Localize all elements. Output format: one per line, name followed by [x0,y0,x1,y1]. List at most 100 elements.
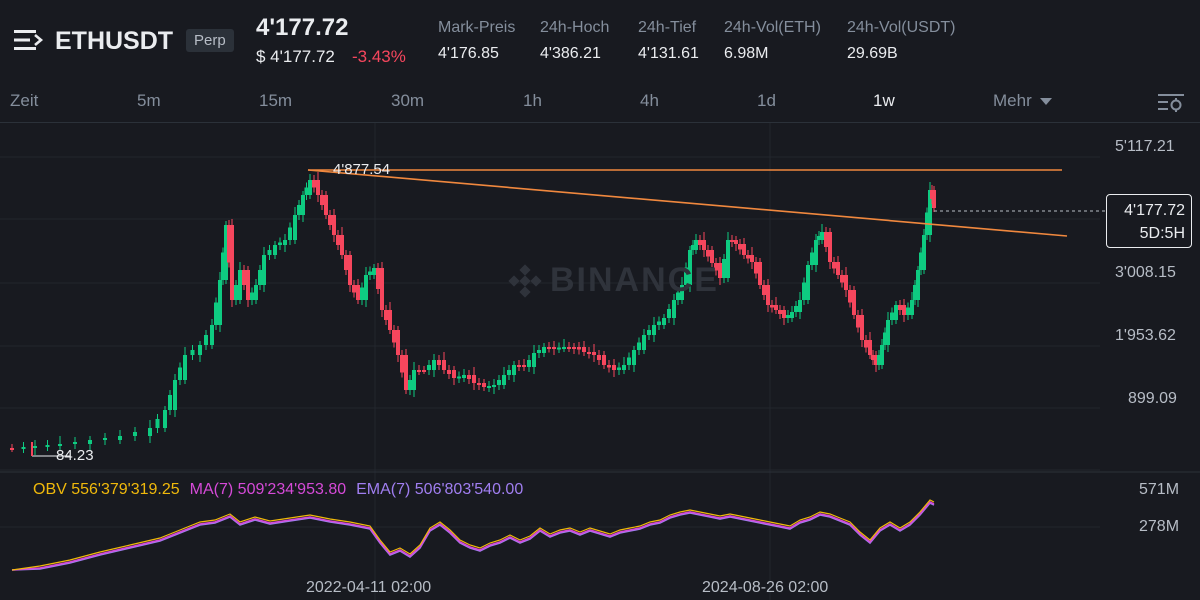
candle-body [372,268,376,275]
low-annotation: 84.23 [56,447,94,464]
candle-body [667,309,671,318]
candle-body [657,321,661,325]
symbol-name[interactable]: ETHUSDT [55,27,174,55]
candle-body [477,383,481,385]
candle-body [647,330,651,335]
candle-body [301,195,305,215]
candle-body [368,271,372,275]
candle-body [832,262,836,269]
obv-line [11,499,935,571]
obv-legend[interactable]: OBV 556'379'319.25 MA(7) 509'234'953.80 EM… [33,481,523,499]
candle-body [324,195,328,215]
candle-body [278,242,282,245]
candle-body [537,350,541,353]
candle-body [890,312,894,320]
candle-body [694,240,698,250]
candle-body [214,302,218,325]
tab-5m[interactable]: 5m [137,91,161,110]
candle-body [642,335,646,350]
candle-body [542,347,546,353]
candle-body [246,270,250,300]
candle-body [320,195,324,205]
candle-body [577,347,581,350]
candle-body [522,365,526,367]
candle-body [288,227,292,240]
tab-1h[interactable]: 1h [523,91,542,110]
price-axis-label: 3'008.15 [1115,264,1176,281]
candle-body [297,205,301,215]
candle-body [432,360,436,370]
perp-badge: Perp [186,29,234,52]
candle-body [262,255,266,285]
candle-body [392,330,396,343]
candle-body [437,360,441,365]
candle-body [562,347,566,349]
candle-body [714,263,718,271]
tab-more-label: Mehr [993,91,1032,110]
candle-body [344,255,348,270]
candle-body [452,370,456,378]
candle-body [557,347,561,350]
candle-body [627,357,631,365]
date-axis-label: 2024-08-26 02:00 [702,579,829,596]
candle-body [806,265,810,300]
indicator-axis-label: 278M [1139,518,1180,535]
candle-body [856,315,860,328]
candle-body [352,285,356,293]
candle-body [730,240,734,242]
candle-body [786,315,790,318]
candle-body [517,365,521,367]
binance-logo-icon [508,264,542,298]
candle-body [492,385,496,387]
candle-body [750,255,754,262]
candle-body [88,440,92,444]
candle-body [457,376,461,379]
ma-value: MA(7) 509'234'953.80 [189,481,347,498]
price-axis-label: 1'953.62 [1115,327,1176,344]
indicator-lines [11,169,1106,571]
tab-4h[interactable]: 4h [640,91,659,110]
candle-body [919,252,923,270]
candle-body [864,340,868,348]
chart-settings-icon[interactable] [1158,92,1184,112]
candle-body [173,380,177,410]
price-axis-label: 5'117.21 [1115,138,1175,155]
tab-15m[interactable]: 15m [259,91,293,110]
candle-body [118,436,122,440]
tab-more[interactable]: Mehr [993,91,1052,111]
candle-body [883,332,887,345]
candle-body [376,268,380,289]
candle-body [738,244,742,250]
candle-body [680,285,684,300]
candle-body [507,370,511,375]
indicator-axis-label: 571M [1139,481,1180,498]
candle-body [21,447,26,449]
tab-time[interactable]: Zeit [10,91,39,110]
tab-30m[interactable]: 30m [391,91,425,110]
stat-24h-low: 24h-Tief 4'131.61 [638,19,699,62]
candle-body [552,347,556,349]
tab-1d[interactable]: 1d [757,91,776,110]
candle-body [447,370,451,374]
candle-body [617,367,621,370]
ticker-header: ETHUSDT Perp 4'177.72 $ 4'177.72 -3.43% … [0,0,1200,82]
candle-body [133,432,137,436]
candle-body [273,245,277,255]
candle-body [814,240,818,265]
candle-body [218,280,222,325]
stat-24h-vol-usdt: 24h-Vol(USDT) 29.69B [847,19,956,62]
obv-value: OBV 556'379'319.25 [33,481,180,498]
candle-body [527,360,531,367]
candle-body [308,180,312,195]
candle-body [698,240,702,245]
high-annotation: 4'877.54 [333,161,391,178]
stat-mark-price: Mark-Preis 4'176.85 [438,19,516,62]
candlestick-chart[interactable] [0,123,1200,600]
candle-body [360,287,364,300]
current-price-value: 4'177.72 [1124,202,1185,219]
candle-body [364,275,368,300]
candle-body [168,395,172,410]
tab-1w[interactable]: 1w [873,91,895,110]
menu-icon[interactable] [14,29,44,51]
